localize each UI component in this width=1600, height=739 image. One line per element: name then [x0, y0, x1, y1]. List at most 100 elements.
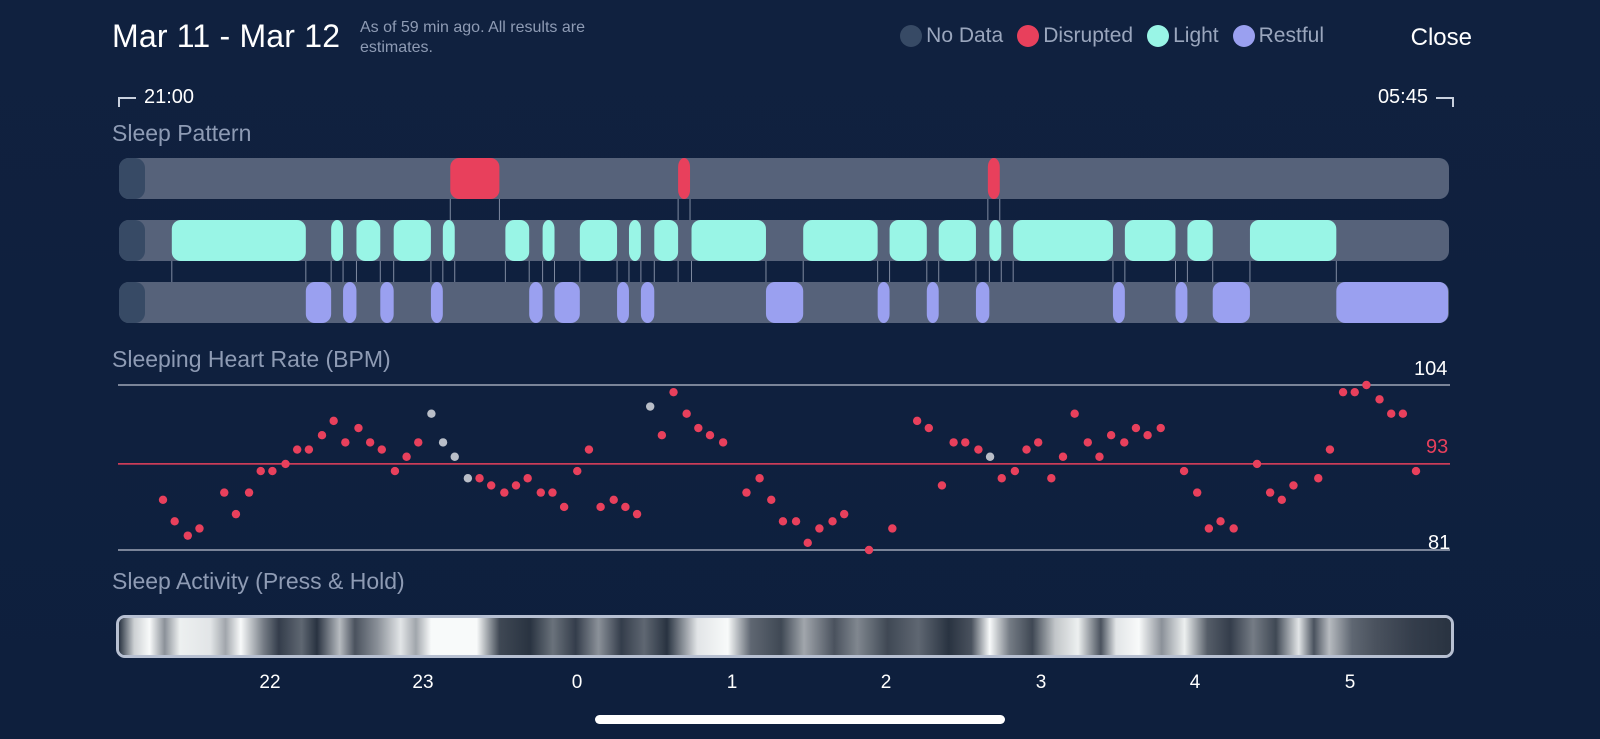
restful-segment [380, 282, 394, 323]
hr-point [584, 445, 594, 454]
hr-point [718, 438, 728, 447]
hr-point [195, 524, 204, 533]
hr-point-no-data [450, 452, 459, 461]
disrupted-segment [678, 158, 691, 199]
end-time: 05:45 [1377, 86, 1428, 108]
legend-item: Disrupted [1017, 24, 1133, 48]
hr-point [1034, 438, 1043, 447]
sleep-activity-bar[interactable] [116, 615, 1454, 658]
hr-point [682, 409, 691, 418]
light-segment [331, 220, 344, 261]
hr-point [256, 466, 265, 476]
hr-point [511, 481, 521, 490]
legend-dot-icon [1232, 25, 1255, 47]
hr-point [949, 438, 958, 447]
hr-point [1289, 481, 1298, 490]
light-segment [171, 220, 306, 261]
hr-point [1120, 438, 1129, 447]
hr-point [742, 488, 751, 497]
hr-point [1204, 524, 1214, 533]
hr-point [621, 502, 630, 512]
light-segment [393, 220, 431, 261]
restful-segment [617, 282, 629, 323]
hr-point [559, 502, 569, 512]
x-tick-label: 23 [412, 672, 434, 693]
hr-point [281, 459, 290, 469]
light-segment [1249, 220, 1337, 261]
hr-point [669, 387, 678, 397]
restful-segment [1336, 282, 1448, 323]
hr-point [1156, 423, 1165, 433]
legend-dot-icon [1017, 25, 1040, 47]
sleep-activity-gradient [119, 618, 1451, 655]
x-tick-label: 0 [571, 672, 583, 693]
hr-point-no-data [463, 474, 473, 483]
hr-point [888, 524, 897, 533]
light-segment [542, 220, 555, 261]
hr-point [414, 438, 423, 447]
hr-point [292, 445, 302, 454]
restful-segment [343, 282, 357, 323]
hr-point [974, 445, 983, 454]
hr-point [778, 517, 788, 526]
light-segment [654, 220, 679, 261]
light-segment [938, 220, 976, 261]
hr-point [1350, 387, 1359, 397]
sleep-activity-title: Sleep Activity (Press & Hold) [112, 568, 405, 594]
hr-point-no-data [438, 438, 448, 447]
restful-segment [529, 282, 543, 323]
hr-point [1179, 466, 1189, 476]
restful-segment [765, 282, 804, 323]
start-time: 21:00 [144, 86, 195, 108]
legend-dot-icon [1147, 25, 1170, 47]
hr-point [1095, 452, 1104, 461]
hr-point [377, 445, 387, 454]
hr-point [1070, 409, 1079, 418]
hr-point [1265, 488, 1275, 497]
bracket-right-icon [1436, 96, 1454, 107]
hr-point [244, 488, 254, 497]
x-tick-label: 1 [726, 672, 738, 693]
hr-point [329, 416, 338, 426]
restful-segment [554, 282, 580, 323]
legend-label: Light [1173, 24, 1219, 47]
hr-point [828, 517, 837, 526]
restful-segment [1212, 282, 1250, 323]
hr-point [1010, 466, 1020, 476]
restful-segment [1112, 282, 1125, 323]
close-button[interactable]: Close [1410, 24, 1472, 51]
heart-rate-title: Sleeping Heart Rate (BPM) [112, 346, 391, 372]
hr-point [632, 509, 642, 519]
hr-point [158, 495, 168, 504]
light-segment [579, 220, 618, 261]
heart-rate-chart[interactable] [0, 370, 1600, 570]
disrupted-segment [450, 158, 500, 199]
light-segment [691, 220, 766, 261]
hr-point [523, 474, 532, 483]
disrupted-row-track [119, 158, 1449, 199]
legend-dot-icon [900, 25, 923, 47]
hr-point [912, 416, 922, 426]
hr-avg-label: 93 [1426, 436, 1449, 458]
hr-point [500, 488, 509, 497]
hr-point [1338, 387, 1348, 397]
hr-min-label: 81 [1428, 532, 1451, 554]
hr-point [365, 438, 375, 447]
legend-label: No Data [926, 24, 1004, 47]
hr-point [791, 517, 801, 526]
hr-point [548, 488, 557, 497]
sleep-pattern-chart[interactable] [0, 150, 1600, 332]
home-indicator[interactable] [595, 715, 1005, 724]
x-tick-label: 4 [1189, 672, 1201, 693]
light-segment [889, 220, 927, 261]
hr-point [609, 495, 618, 504]
light-row-track [119, 220, 1449, 261]
light-segment [442, 220, 455, 261]
restful-row-no-data [119, 282, 145, 323]
hr-point [1022, 445, 1031, 454]
hr-point [924, 423, 934, 433]
hr-point [487, 481, 496, 490]
hr-point [767, 495, 776, 504]
hr-point [573, 466, 582, 476]
hr-point [341, 438, 350, 447]
